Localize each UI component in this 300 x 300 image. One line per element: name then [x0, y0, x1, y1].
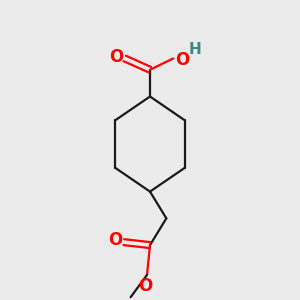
Text: O: O: [138, 277, 153, 295]
Text: O: O: [108, 231, 122, 249]
Text: H: H: [188, 42, 201, 57]
Text: O: O: [109, 48, 123, 66]
Text: O: O: [175, 51, 189, 69]
